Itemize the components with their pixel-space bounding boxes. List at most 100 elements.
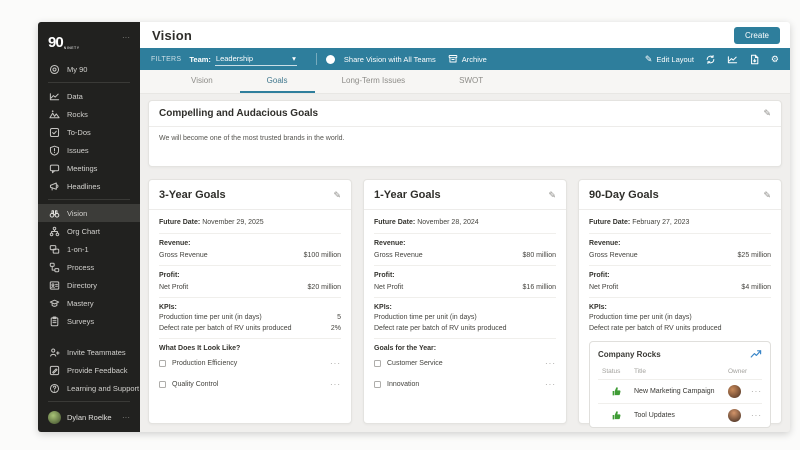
settings-gear-icon[interactable]: ⚙ [770,53,779,64]
more-icon[interactable]: ··· [545,359,556,368]
divider [589,297,771,298]
sidebar-item-my-90[interactable]: My 90 [38,60,140,78]
checklist-item: Innovation ··· [374,374,556,395]
sidebar-more-icon[interactable]: ··· [122,33,130,42]
refresh-icon [706,54,715,64]
sidebar-item-learning-support[interactable]: Learning and Support [38,379,140,397]
process-flow-icon [49,262,60,272]
edit-icon[interactable]: ✎ [763,189,771,200]
rock-row[interactable]: Tool Updates ··· [598,403,762,427]
tab-vision[interactable]: Vision [191,76,213,85]
team-select[interactable]: Leadership ▾ [214,52,297,66]
goal-card-title: 90-Day Goals [589,189,659,201]
more-icon[interactable]: ··· [330,359,341,368]
sidebar-item-surveys[interactable]: Surveys [38,312,140,330]
revenue-row: Gross Revenue $100 million [159,252,341,259]
archive-button[interactable]: Archive [448,54,487,64]
chart-line-icon [49,92,60,100]
analytics-button[interactable] [727,54,738,65]
pencil-icon: ✎ [644,53,653,64]
sidebar-spacer [38,330,140,343]
export-button[interactable] [749,54,760,65]
divider [589,233,771,234]
tab-swot[interactable]: SWOT [459,76,484,85]
owner-avatar [728,409,741,422]
sidebar-item-org-chart[interactable]: Org Chart [38,222,140,240]
sidebar-item-rocks[interactable]: Rocks [38,105,140,123]
more-icon[interactable]: ··· [330,380,341,389]
share-vision-toggle[interactable]: Share Vision with All Teams [325,54,436,64]
profit-label: Profit: [374,272,395,279]
team-label: Team: [189,54,211,64]
sidebar-item-provide-feedback[interactable]: Provide Feedback [38,361,140,379]
more-icon[interactable]: ··· [751,411,762,420]
future-date-row: Future Date: November 28, 2024 [374,219,479,226]
sidebar-item-vision[interactable]: Vision [38,204,140,222]
kpi-row: Production time per unit (in days) [374,314,477,321]
tab-long-term-issues[interactable]: Long-Term Issues [341,76,406,85]
page-header: Vision Create [140,22,790,48]
divider [48,199,130,200]
checklist-heading: Goals for the Year: [374,345,437,352]
trending-up-icon[interactable] [750,348,762,360]
checkbox[interactable] [159,381,166,388]
content-area: Compelling and Audacious Goals ✎ We will… [140,94,790,432]
edit-layout-button[interactable]: ✎ Edit Layout [644,53,694,64]
user-more-icon[interactable]: ··· [122,413,130,422]
sidebar-item-invite-teammates[interactable]: Invite Teammates [38,343,140,361]
profit-label: Profit: [589,272,610,279]
create-button[interactable]: Create [733,26,780,44]
edit-box-icon [49,365,60,375]
help-circle-icon [49,383,60,393]
sidebar-item-directory[interactable]: Directory [38,276,140,294]
future-date-row: Future Date: November 29, 2025 [159,219,264,226]
user-name: Dylan Roelke [67,413,112,422]
owner-avatar [728,385,741,398]
revenue-row: Gross Revenue $25 million [589,252,771,259]
sidebar-user-row[interactable]: Dylan Roelke ··· [38,406,140,426]
kpis-label: KPIs: [159,304,177,311]
goal-card-title: 3-Year Goals [159,189,226,201]
binoculars-icon [49,209,60,218]
page-title: Vision [152,27,192,43]
divider [159,338,341,339]
divider [159,265,341,266]
checklist-item: Quality Control ··· [159,374,341,395]
company-rocks-title: Company Rocks [598,349,661,359]
sidebar-item-to-dos[interactable]: To-Dos [38,123,140,141]
kpi-row: Defect rate per batch of RV units produc… [159,325,341,332]
divider [374,338,556,339]
sidebar-item-issues[interactable]: Issues [38,141,140,159]
more-icon[interactable]: ··· [751,387,762,396]
divider [48,82,130,83]
checkbox[interactable] [159,360,166,367]
target-icon [49,64,60,74]
filter-bar: FILTERS Team: Leadership ▾ Share Vision … [140,48,790,70]
tabs: Vision Goals Long-Term Issues SWOT [140,70,790,94]
profit-row: Net Profit $20 million [159,284,341,291]
toggle-knob[interactable] [325,54,335,64]
file-download-icon [750,54,759,64]
person-add-icon [50,348,60,357]
edit-icon[interactable]: ✎ [763,108,771,118]
sidebar-item-meetings[interactable]: Meetings [38,159,140,177]
rock-row[interactable]: New Marketing Campaign ··· [598,379,762,403]
sidebar-item-headlines[interactable]: Headlines [38,177,140,195]
two-bubbles-icon [49,244,60,254]
tab-goals[interactable]: Goals [239,70,315,93]
sidebar-item-data[interactable]: Data [38,87,140,105]
checkbox[interactable] [374,381,381,388]
chart-icon [727,55,738,63]
sidebar: 90NINETY ··· My 90 Data Rocks To-Dos Iss… [38,22,140,432]
future-date-row: Future Date: February 27, 2023 [589,219,690,226]
sidebar-item-mastery[interactable]: Mastery [38,294,140,312]
sidebar-logo-row: 90NINETY ··· [38,30,140,60]
more-icon[interactable]: ··· [545,380,556,389]
checkbox[interactable] [374,360,381,367]
refresh-button[interactable] [705,54,716,65]
edit-icon[interactable]: ✎ [333,189,341,200]
company-rocks-panel: Company Rocks Status Title Owner [589,341,771,428]
sidebar-item-process[interactable]: Process [38,258,140,276]
sidebar-item-1-on-1[interactable]: 1-on-1 [38,240,140,258]
edit-icon[interactable]: ✎ [548,189,556,200]
